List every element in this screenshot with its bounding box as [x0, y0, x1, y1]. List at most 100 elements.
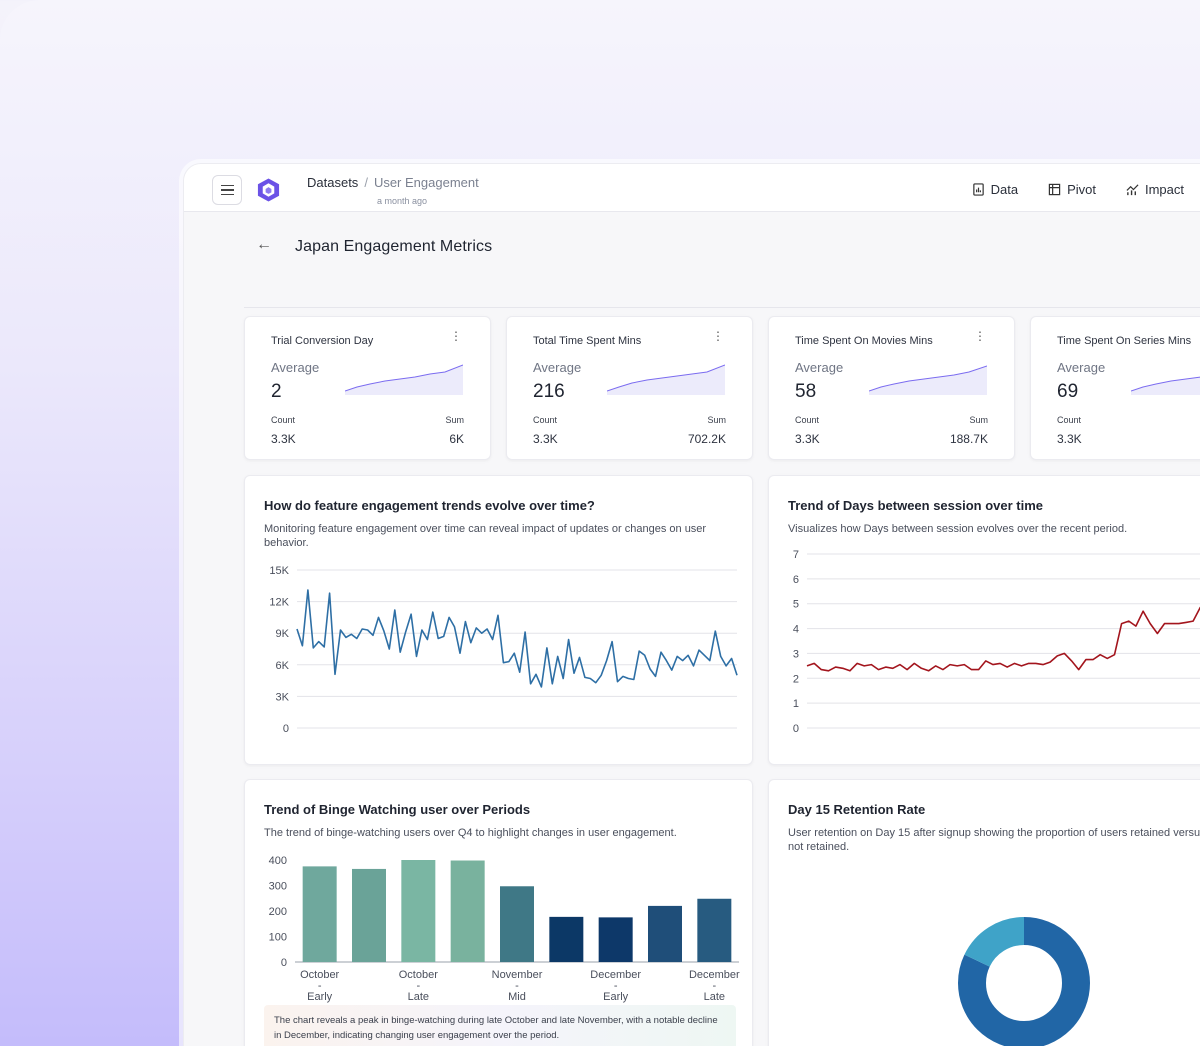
- kpi-average-label: Average: [795, 360, 844, 375]
- tab-impact[interactable]: Impact: [1126, 182, 1184, 197]
- hamburger-menu-button[interactable]: [212, 175, 242, 205]
- y-tick-label: 0: [281, 957, 287, 969]
- kpi-name: Trial Conversion Day: [271, 335, 374, 347]
- kpi-sum-value: 702.2K: [687, 432, 726, 446]
- y-tick-label: 6K: [276, 660, 290, 672]
- breadcrumb-datasets[interactable]: Datasets: [307, 175, 359, 190]
- panel-description: Visualizes how Days between session evol…: [788, 523, 1128, 535]
- y-tick-label: 0: [793, 723, 799, 735]
- kpi-card: Time Spent On Series Mins Average 69 Cou…: [1030, 316, 1200, 460]
- panel-title: Trend of Days between session over time: [788, 498, 1044, 513]
- y-tick-label: 1: [793, 698, 799, 710]
- y-tick-label: 12K: [269, 597, 289, 609]
- y-tick-label: 7: [793, 549, 799, 561]
- kpi-average-label: Average: [1057, 360, 1106, 375]
- kpi-count-value: 3.3K: [1057, 432, 1082, 446]
- kpi-name: Time Spent On Movies Mins: [795, 335, 933, 347]
- arrow-left-icon[interactable]: ←: [256, 236, 272, 253]
- app-logo-icon[interactable]: [256, 177, 281, 203]
- panel-description: User retention on Day 15 after signup sh…: [788, 827, 1200, 853]
- kpi-name: Total Time Spent Mins: [533, 335, 642, 347]
- bar[interactable]: [697, 898, 732, 962]
- kpi-name: Time Spent On Series Mins: [1057, 335, 1192, 347]
- y-tick-label: 400: [269, 855, 287, 867]
- breadcrumb: Datasets / User Engagement: [307, 175, 479, 190]
- bar[interactable]: [549, 916, 584, 962]
- y-tick-label: 15K: [269, 565, 289, 577]
- x-tick-label: -: [515, 980, 519, 992]
- kpi-card: Total Time Spent Mins ⋮ Average 216 Coun…: [506, 316, 753, 460]
- kpi-count-value: 3.3K: [533, 432, 558, 446]
- x-tick-label: -: [318, 980, 322, 992]
- kpi-count-label: Count: [795, 415, 820, 425]
- kpi-count-label: Count: [1057, 415, 1082, 425]
- kpi-sum-value: 188.7K: [949, 432, 988, 446]
- kpi-sparkline: [607, 364, 725, 395]
- x-tick-label: October: [300, 969, 339, 981]
- donut-slice[interactable]: [958, 917, 1090, 1046]
- bar[interactable]: [450, 860, 485, 962]
- more-options-icon[interactable]: ⋮: [712, 329, 724, 343]
- bar[interactable]: [352, 868, 386, 962]
- tab-data[interactable]: Data: [972, 182, 1018, 197]
- kpi-average-value: 69: [1057, 381, 1079, 402]
- retention-donut-chart[interactable]: [769, 780, 1200, 1046]
- y-tick-label: 2: [793, 673, 799, 685]
- bar[interactable]: [648, 905, 682, 962]
- series-line: [296, 589, 738, 688]
- kpi-sum-label: Sum: [707, 415, 726, 425]
- y-tick-label: 3: [793, 648, 799, 660]
- tab-impact-label: Impact: [1144, 182, 1184, 197]
- x-tick-label: -: [712, 980, 716, 992]
- impact-icon: [1126, 184, 1139, 196]
- kpi-card: Trial Conversion Day ⋮ Average 2 Count 3…: [244, 316, 491, 460]
- x-tick-label: November: [492, 969, 543, 981]
- y-tick-label: 9K: [276, 628, 290, 640]
- bar[interactable]: [598, 917, 633, 962]
- more-options-icon[interactable]: ⋮: [974, 329, 986, 343]
- series-line: [806, 606, 1200, 672]
- panel-title: Trend of Binge Watching user over Period…: [264, 802, 531, 817]
- view-tabs: Data Pivot Impact: [972, 182, 1184, 197]
- bar[interactable]: [302, 866, 337, 962]
- tab-pivot-label: Pivot: [1067, 182, 1096, 197]
- y-tick-label: 6: [793, 574, 799, 586]
- pivot-icon: [1048, 183, 1061, 196]
- breadcrumb-current: User Engagement: [373, 175, 479, 190]
- breadcrumb-separator: /: [364, 175, 368, 190]
- kpi-count-label: Count: [271, 415, 296, 425]
- bar[interactable]: [500, 886, 534, 962]
- more-options-icon[interactable]: ⋮: [450, 329, 462, 343]
- binge-watching-chart[interactable]: 4003002001000October-EarlyOctober-LateNo…: [245, 780, 754, 1046]
- x-tick-label: -: [416, 980, 420, 992]
- feature-engagement-chart[interactable]: 15K 12K 9K 6K 3K 0: [245, 476, 754, 766]
- page-header: ← Japan Engagement Metrics: [184, 212, 1200, 308]
- last-updated: a month ago: [377, 196, 428, 206]
- x-tick-label: Late: [408, 991, 429, 1003]
- bar[interactable]: [401, 860, 436, 962]
- kpi-count-value: 3.3K: [271, 432, 296, 446]
- x-tick-label: Mid: [508, 991, 526, 1003]
- app-window: Datasets / User Engagement a month ago Dat…: [183, 163, 1200, 1046]
- x-tick-label: -: [614, 980, 618, 992]
- feature-engagement-panel: How do feature engagement trends evolve …: [244, 475, 753, 765]
- x-tick-label: Late: [704, 991, 725, 1003]
- kpi-sparkline: [345, 364, 463, 395]
- panel-title: Day 15 Retention Rate: [788, 802, 926, 817]
- page-title: Japan Engagement Metrics: [295, 238, 493, 255]
- y-tick-label: 3K: [276, 691, 290, 703]
- kpi-sum-label: Sum: [969, 415, 988, 425]
- x-tick-label: December: [689, 969, 740, 981]
- binge-watching-panel: Trend of Binge Watching user over Period…: [244, 779, 753, 1046]
- y-tick-label: 300: [269, 881, 287, 893]
- kpi-average-label: Average: [271, 360, 320, 375]
- days-between-session-chart[interactable]: 7 6 5 4 3 2 1 0: [769, 476, 1200, 766]
- tab-pivot[interactable]: Pivot: [1048, 182, 1096, 197]
- panel-description: The trend of binge-watching users over Q…: [264, 827, 677, 839]
- menu-icon: [220, 184, 234, 187]
- x-tick-label: Early: [307, 991, 333, 1003]
- kpi-sum-label: Sum: [445, 415, 464, 425]
- kpi-count-value: 3.3K: [795, 432, 820, 446]
- kpi-average-value: 2: [271, 381, 282, 402]
- x-tick-label: October: [399, 969, 438, 981]
